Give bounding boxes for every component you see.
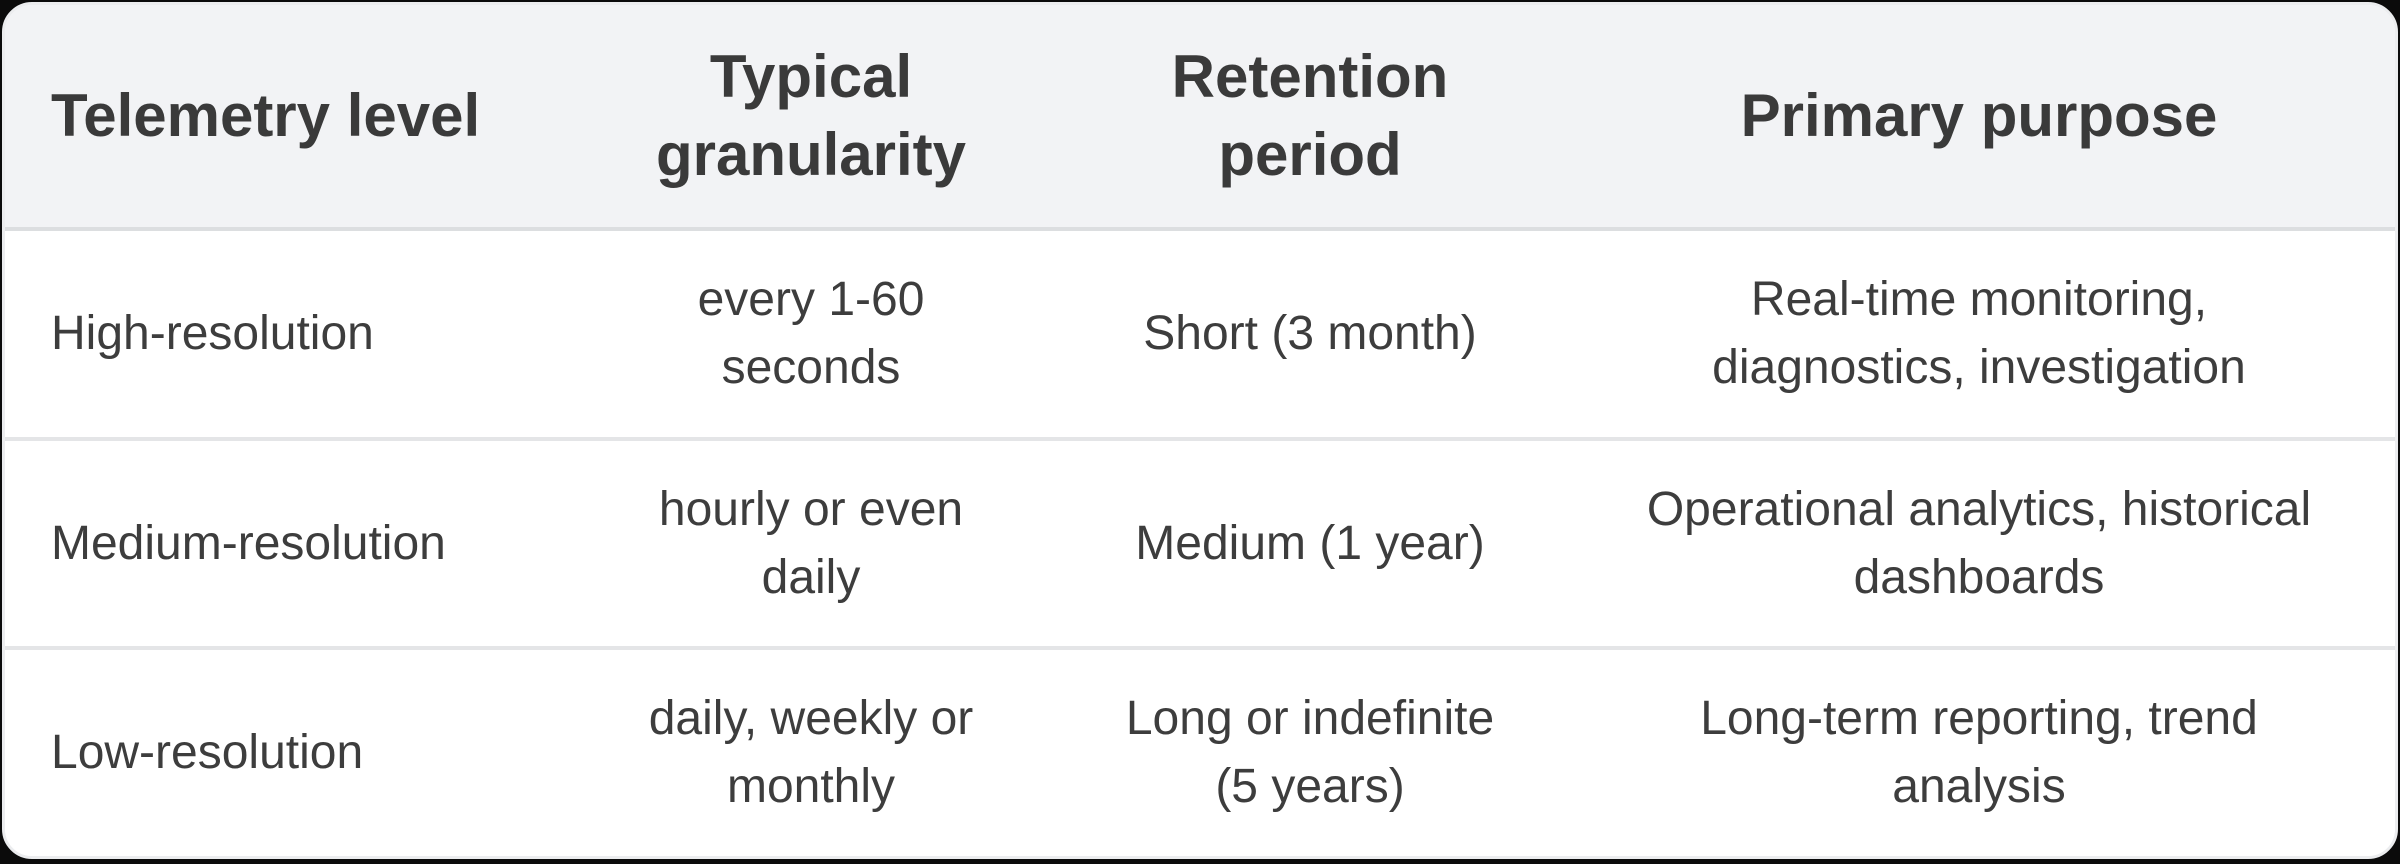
cell-telemetry-level: Low-resolution: [51, 726, 364, 780]
table-row-high-resolution: High-resolution every 1-60 seconds Short…: [5, 231, 2395, 437]
header-cell-primary-purpose: Primary purpose: [1740, 82, 2218, 149]
header-cell-typical-granularity: Typical granularity: [655, 43, 967, 188]
cell-primary-purpose: Long-term reporting, trend analysis: [1700, 692, 2258, 814]
table-row-low-resolution: Low-resolution daily, weekly or monthly …: [5, 646, 2395, 856]
cell-telemetry-level: High-resolution: [51, 306, 374, 360]
cell-typical-granularity: every 1-60 seconds: [697, 272, 925, 394]
cell-retention-period: Long or indefinite (5 years): [1125, 692, 1495, 814]
header-cell-retention-period: Retention period: [1171, 43, 1449, 188]
cell-typical-granularity: daily, weekly or monthly: [648, 692, 974, 814]
cell-primary-purpose: Real-time monitoring, diagnostics, inves…: [1712, 272, 2246, 394]
cell-typical-granularity: hourly or even daily: [658, 482, 964, 604]
table-header-row: Telemetry level Typical granularity Rete…: [5, 5, 2395, 231]
cell-retention-period: Short (3 month): [1143, 306, 1477, 360]
table-row-medium-resolution: Medium-resolution hourly or even daily M…: [5, 436, 2395, 647]
cell-retention-period: Medium (1 year): [1135, 516, 1485, 570]
header-cell-telemetry-level: Telemetry level: [51, 82, 481, 149]
cell-telemetry-level: Medium-resolution: [51, 516, 446, 570]
cell-primary-purpose: Operational analytics, historical dashbo…: [1646, 482, 2312, 604]
